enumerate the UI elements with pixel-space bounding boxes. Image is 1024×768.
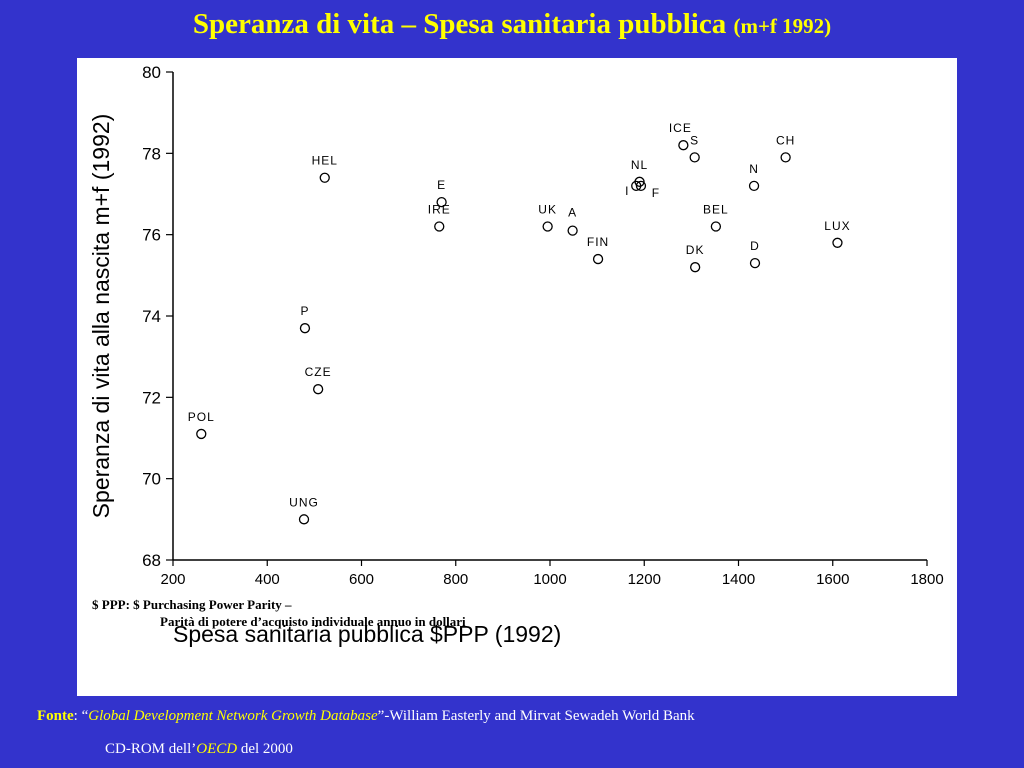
data-point-uk (542, 221, 553, 232)
data-point-fin (592, 253, 604, 265)
slide-title-main: Speranza di vita – Spesa sanitaria pubbl… (192, 8, 727, 40)
source-title: Global Development Network Growth Databa… (88, 708, 378, 724)
y-tick-label: 76 (142, 226, 161, 245)
y-tick-label: 68 (142, 551, 161, 570)
point-label-ice: ICE (669, 121, 692, 135)
y-tick-label: 70 (142, 470, 161, 489)
point-label-d: D (750, 239, 760, 253)
data-point-i (631, 180, 642, 192)
data-point-n (748, 180, 760, 192)
x-ticks: 200 400 600 800 1000 1200 1400 1600 1800 (160, 560, 944, 588)
point-label-e: E (437, 178, 446, 192)
x-tick-label: 400 (255, 571, 280, 588)
data-point-s (689, 152, 700, 163)
x-tick-label: 1000 (533, 571, 566, 588)
x-tick-label: 1800 (910, 571, 943, 588)
source-line2-post: del 2000 (237, 741, 293, 757)
x-tick-label: 200 (160, 571, 185, 588)
data-point-ire (434, 221, 445, 232)
x-tick-label: 600 (349, 571, 374, 588)
slide-title-suffix: (m+f 1992) (733, 14, 832, 38)
point-label-cze: CZE (305, 365, 332, 379)
point-label-lux: LUX (824, 219, 850, 233)
slide-title: Speranza di vita – Spesa sanitaria pubbl… (0, 8, 1024, 41)
data-point-ice (678, 140, 689, 151)
x-tick-label: 1400 (722, 571, 755, 588)
x-tick-label: 1600 (816, 571, 849, 588)
data-point-lux (832, 237, 843, 248)
point-label-p: P (300, 304, 309, 318)
point-label-bel: BEL (703, 203, 729, 217)
point-label-n: N (749, 162, 759, 176)
data-point-a (567, 225, 578, 236)
source-org: OECD (196, 741, 238, 757)
x-tick-label: 800 (443, 571, 468, 588)
source-line1: Fonte: “Global Development Network Growt… (37, 708, 695, 725)
data-point-ch (780, 152, 791, 163)
data-point-e (436, 196, 447, 208)
y-tick-label: 72 (142, 388, 161, 407)
source-label: Fonte (37, 708, 74, 724)
data-point-cze (312, 384, 324, 395)
point-label-ung: UNG (289, 495, 319, 509)
data-point-pol (196, 428, 207, 440)
point-label-nl: NL (631, 158, 648, 172)
data-point-f (635, 180, 647, 192)
point-label-fin: FIN (587, 235, 609, 249)
data-point-ung (298, 514, 310, 525)
scatter-chart: 68 70 72 74 76 78 80 200 400 600 800 1000 1200 1400 1… (88, 63, 944, 647)
source-rest: ”-William Easterly and Mirvat Sewadeh Wo… (377, 708, 695, 724)
point-label-dk: DK (686, 243, 705, 257)
y-tick-label: 78 (142, 144, 161, 163)
source-line2: CD-ROM dell’OECD del 2000 (105, 741, 293, 758)
y-tick-label: 74 (142, 307, 161, 326)
y-axis-label: Speranza di vita alla nascita m+f (1992) (88, 114, 114, 519)
y-ticks: 68 70 72 74 76 78 80 (142, 63, 173, 570)
data-point-hel (319, 172, 330, 183)
point-label-ch: CH (776, 133, 795, 147)
ppp-note-line2: Parità di potere d’acquisto individuale … (160, 614, 466, 629)
point-label-ire: IRE (428, 203, 451, 217)
x-axis-label: Spesa sanitaria pubblica $PPP (1992) (173, 621, 561, 647)
data-point-bel (710, 221, 722, 232)
axes (172, 72, 927, 561)
point-label-f: F (652, 186, 660, 200)
point-label-a: A (568, 206, 577, 220)
y-tick-label: 80 (142, 63, 161, 82)
point-label-i: I (625, 184, 629, 198)
data-point-d (749, 257, 761, 269)
source-sep: : “ (73, 708, 89, 724)
data-point-dk (689, 262, 701, 273)
point-label-uk: UK (538, 203, 557, 217)
point-label-pol: POL (188, 410, 215, 424)
chart-panel: 68 70 72 74 76 78 80 200 400 600 800 1000 1200 1400 1… (77, 58, 957, 696)
ppp-note-line1: $ PPP: $ Purchasing Power Parity – (92, 597, 292, 612)
data-point-p (299, 323, 311, 334)
point-label-s: S (690, 133, 699, 147)
x-tick-label: 1200 (628, 571, 661, 588)
point-label-hel: HEL (312, 154, 338, 168)
source-line2-pre: CD-ROM dell’ (105, 741, 197, 757)
